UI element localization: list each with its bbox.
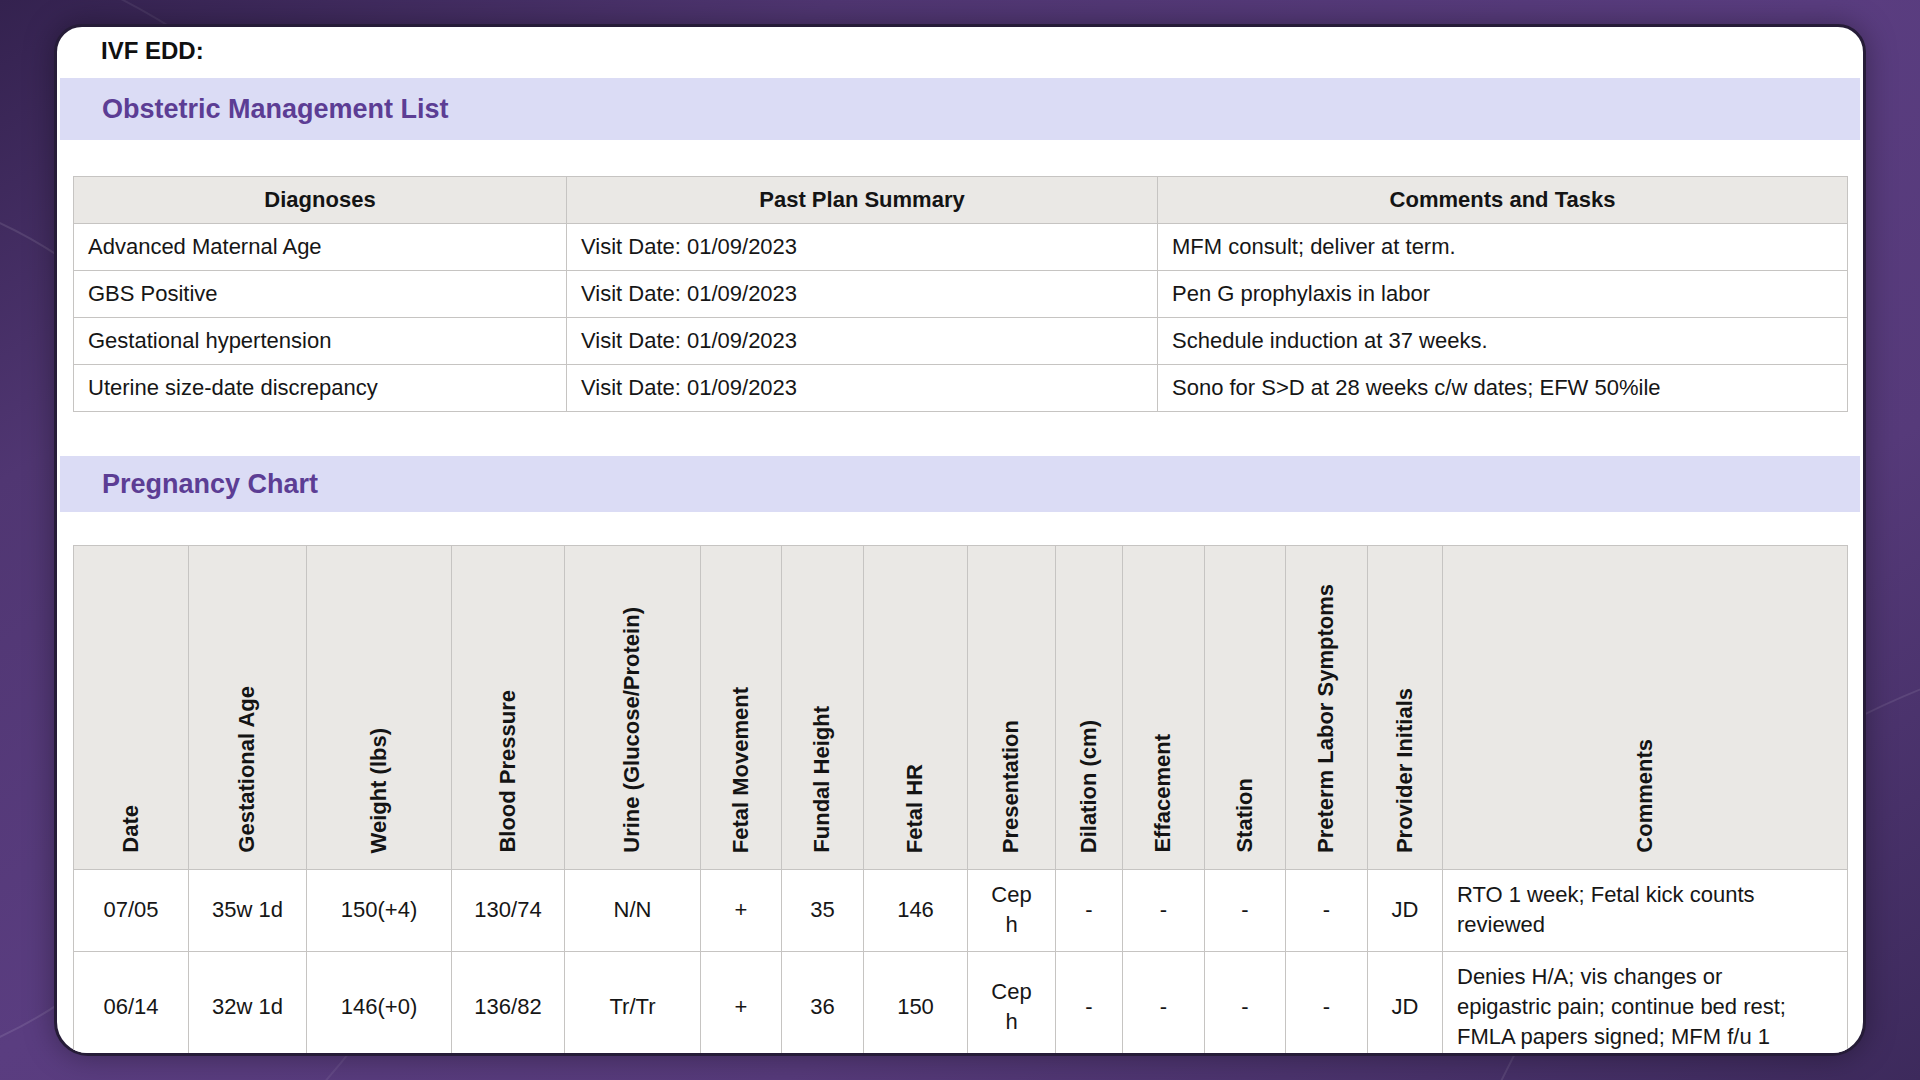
table-cell: 146 xyxy=(864,870,968,952)
column-header-label: Provider Initials xyxy=(1393,688,1417,853)
column-header-label: Dilation (cm) xyxy=(1077,720,1101,853)
column-header-label: Comments and Tasks xyxy=(1390,187,1616,212)
column-header-label: Fundal Height xyxy=(810,706,834,853)
table-cell: - xyxy=(1056,951,1123,1056)
column-header: Urine (Glucose/Protein) xyxy=(565,546,701,870)
column-header: Fetal Movement xyxy=(701,546,782,870)
column-header: Gestational Age xyxy=(189,546,307,870)
table-cell: MFM consult; deliver at term. xyxy=(1158,224,1848,271)
table-cell: RTO 1 week; Fetal kick counts reviewed xyxy=(1443,870,1848,952)
table-cell: 130/74 xyxy=(452,870,565,952)
table-row: 07/0535w 1d150(+4)130/74N/N+35146Ceph---… xyxy=(74,870,1848,952)
column-header: Past Plan Summary xyxy=(567,177,1158,224)
section-header-pregnancy-chart: Pregnancy Chart xyxy=(60,456,1860,512)
table-cell: - xyxy=(1056,870,1123,952)
table-cell: - xyxy=(1286,870,1368,952)
table-cell: Sono for S>D at 28 weeks c/w dates; EFW … xyxy=(1158,365,1848,412)
ivf-edd-label: IVF EDD: xyxy=(101,37,1863,65)
column-header-label: Preterm Labor Symptoms xyxy=(1314,584,1338,853)
column-header-label: Fetal Movement xyxy=(729,687,753,853)
column-header: Date xyxy=(74,546,189,870)
table-cell: - xyxy=(1205,951,1286,1056)
column-header: Presentation xyxy=(968,546,1056,870)
table-cell: 07/05 xyxy=(74,870,189,952)
column-header-label: Comments xyxy=(1633,739,1657,853)
table-header: Date Gestational Age Weight (lbs) Blood Pre… xyxy=(74,546,1848,870)
document-page: IVF EDD: Obstetric Management List Diagn… xyxy=(54,24,1866,1056)
table-cell: Visit Date: 01/09/2023 xyxy=(567,224,1158,271)
table-cell: 150(+4) xyxy=(307,870,452,952)
column-header: Preterm Labor Symptoms xyxy=(1286,546,1368,870)
column-header-label: Urine (Glucose/Protein) xyxy=(620,607,644,853)
table-cell: Visit Date: 01/09/2023 xyxy=(567,271,1158,318)
pregnancy-chart-table: Date Gestational Age Weight (lbs) Blood Pre… xyxy=(73,545,1848,1056)
table-cell: Pen G prophylaxis in labor xyxy=(1158,271,1848,318)
table-row: Gestational hypertensionVisit Date: 01/0… xyxy=(74,318,1848,365)
column-header-label: Past Plan Summary xyxy=(759,187,964,212)
column-header: Dilation (cm) xyxy=(1056,546,1123,870)
table-cell: 136/82 xyxy=(452,951,565,1056)
table-cell: - xyxy=(1123,870,1205,952)
section-header-obstetric-management: Obstetric Management List xyxy=(60,78,1860,140)
table-row: Uterine size-date discrepancyVisit Date:… xyxy=(74,365,1848,412)
table-row: 06/1432w 1d146(+0)136/82Tr/Tr+36150Ceph-… xyxy=(74,951,1848,1056)
table-cell: 06/14 xyxy=(74,951,189,1056)
column-header-label: Weight (lbs) xyxy=(367,728,391,853)
column-header: Effacement xyxy=(1123,546,1205,870)
table-cell: N/N xyxy=(565,870,701,952)
table-cell: Ceph xyxy=(968,870,1056,952)
table-cell: Schedule induction at 37 weeks. xyxy=(1158,318,1848,365)
column-header-label: Station xyxy=(1233,778,1257,853)
table-cell: - xyxy=(1123,951,1205,1056)
table-cell: 35w 1d xyxy=(189,870,307,952)
desktop-background: IVF EDD: Obstetric Management List Diagn… xyxy=(0,0,1920,1080)
column-header: Diagnoses xyxy=(74,177,567,224)
column-header: Comments and Tasks xyxy=(1158,177,1848,224)
column-header-label: Gestational Age xyxy=(235,686,259,853)
column-header: Blood Pressure xyxy=(452,546,565,870)
table-cell: Visit Date: 01/09/2023 xyxy=(567,365,1158,412)
column-header-label: Date xyxy=(119,805,143,853)
table-cell: JD xyxy=(1368,951,1443,1056)
column-header-label: Presentation xyxy=(999,720,1023,853)
table-cell: GBS Positive xyxy=(74,271,567,318)
table-cell: 32w 1d xyxy=(189,951,307,1056)
column-header: Fundal Height xyxy=(782,546,864,870)
table-cell: - xyxy=(1205,870,1286,952)
table-cell: 35 xyxy=(782,870,864,952)
column-header: Provider Initials xyxy=(1368,546,1443,870)
table-cell: Denies H/A; vis changes or epigastric pa… xyxy=(1443,951,1848,1056)
table-body: 07/0535w 1d150(+4)130/74N/N+35146Ceph---… xyxy=(74,870,1848,1057)
table-cell: Gestational hypertension xyxy=(74,318,567,365)
table-cell: - xyxy=(1286,951,1368,1056)
table-cell: Advanced Maternal Age xyxy=(74,224,567,271)
table-row: Advanced Maternal AgeVisit Date: 01/09/2… xyxy=(74,224,1848,271)
column-header-label: Blood Pressure xyxy=(496,690,520,853)
table-cell: 36 xyxy=(782,951,864,1056)
table-cell: Visit Date: 01/09/2023 xyxy=(567,318,1158,365)
header-row: Date Gestational Age Weight (lbs) Blood Pre… xyxy=(74,546,1848,870)
header-row: Diagnoses Past Plan Summary Comments and T… xyxy=(74,177,1848,224)
column-header-label: Diagnoses xyxy=(264,187,375,212)
table-header: Diagnoses Past Plan Summary Comments and T… xyxy=(74,177,1848,224)
section-title: Obstetric Management List xyxy=(102,94,449,125)
column-header: Comments xyxy=(1443,546,1848,870)
column-header: Weight (lbs) xyxy=(307,546,452,870)
table-cell: Ceph xyxy=(968,951,1056,1056)
column-header: Fetal HR xyxy=(864,546,968,870)
table-cell: 146(+0) xyxy=(307,951,452,1056)
table-cell: 150 xyxy=(864,951,968,1056)
column-header: Station xyxy=(1205,546,1286,870)
table-row: GBS PositiveVisit Date: 01/09/2023Pen G … xyxy=(74,271,1848,318)
table-cell: Tr/Tr xyxy=(565,951,701,1056)
table-cell: + xyxy=(701,951,782,1056)
column-header-label: Effacement xyxy=(1151,734,1175,853)
table-cell: + xyxy=(701,870,782,952)
column-header-label: Fetal HR xyxy=(903,764,927,853)
table-cell: Uterine size-date discrepancy xyxy=(74,365,567,412)
section-title: Pregnancy Chart xyxy=(102,469,318,500)
table-body: Advanced Maternal AgeVisit Date: 01/09/2… xyxy=(74,224,1848,412)
table-cell: JD xyxy=(1368,870,1443,952)
obstetric-management-table: Diagnoses Past Plan Summary Comments and T… xyxy=(73,176,1848,412)
